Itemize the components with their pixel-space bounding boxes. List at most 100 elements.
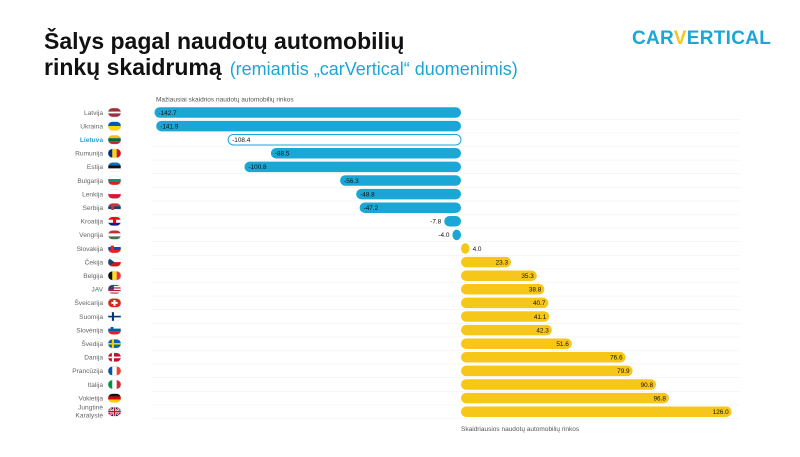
france-flag-icon xyxy=(107,366,122,376)
value-label-kroatija: -7.8 xyxy=(430,219,441,226)
bar-vokietija xyxy=(461,392,669,404)
title-line-1: Šalys pagal naudotų automobilių xyxy=(44,28,405,54)
bar-prancuzija xyxy=(461,365,633,377)
bar-belgija xyxy=(461,270,537,281)
value-label-rumunija: -88.5 xyxy=(275,151,290,158)
bar-cekija xyxy=(461,256,512,268)
serbia-flag-icon xyxy=(107,202,122,213)
value-label-belgija: 35.3 xyxy=(521,273,534,280)
value-label-suomija: 41.1 xyxy=(534,314,547,321)
title-line-2: rinkų skaidrumą xyxy=(44,54,222,80)
bar-suomija xyxy=(461,311,550,322)
bar-lenkija xyxy=(356,188,461,200)
finland-flag-icon xyxy=(107,311,122,322)
top-annotation: Mažiausiai skaidrios naudotų automobilių… xyxy=(156,97,294,104)
value-label-latvija: -142.7 xyxy=(158,110,177,117)
lithuania-flag-icon xyxy=(107,134,122,145)
value-label-svedija: 51.6 xyxy=(556,341,569,348)
country-label-estija: Estija xyxy=(87,164,103,171)
bar-slovenija xyxy=(461,324,552,336)
belgium-flag-icon xyxy=(107,271,122,281)
value-label-prancuzija: 79.9 xyxy=(617,368,630,375)
country-label-vengrija: Vengrija xyxy=(79,232,103,239)
estonia-flag-icon xyxy=(107,162,122,172)
value-label-danija: 76.6 xyxy=(610,355,623,362)
country-label-rumunija: Rumunija xyxy=(75,151,103,158)
slovakia-flag-icon xyxy=(107,243,122,254)
country-label-suomija: Suomija xyxy=(79,314,103,321)
bar-bulgarija xyxy=(340,175,461,186)
slovenia-flag-icon xyxy=(107,325,122,335)
value-label-vokietija: 96.8 xyxy=(653,395,666,402)
bar-ukraina xyxy=(156,120,462,132)
country-label-belgija: Belgija xyxy=(83,273,103,280)
bar-danija xyxy=(461,352,626,363)
bar-slovakija xyxy=(461,243,470,254)
country-label-svedija: Švedija xyxy=(81,339,103,348)
value-label-vengrija: -4.0 xyxy=(438,232,449,239)
value-label-serbija: -47.2 xyxy=(364,205,379,212)
usa-flag-icon xyxy=(107,284,122,294)
bar-italija xyxy=(461,379,657,390)
bulgaria-flag-icon xyxy=(107,175,122,186)
ukraine-flag-icon xyxy=(107,121,122,131)
country-label-italija: Italija xyxy=(88,382,104,389)
country-label-prancuzija: Prancūzija xyxy=(72,368,103,375)
germany-flag-icon xyxy=(107,393,122,403)
italy-flag-icon xyxy=(107,379,122,390)
bar-jav xyxy=(461,284,545,295)
latvia-flag-icon xyxy=(107,107,122,118)
value-label-ukraina: -141.9 xyxy=(160,123,179,130)
denmark-flag-icon xyxy=(107,352,122,362)
czechia-flag-icon xyxy=(107,257,122,267)
country-label-bulgarija: Bulgarija xyxy=(77,178,103,185)
value-label-sveicarija: 40.7 xyxy=(533,300,546,307)
value-label-bulgarija: -56.3 xyxy=(344,178,359,185)
value-label-estija: -100.8 xyxy=(248,164,267,171)
bar-jungtine-karalyste xyxy=(461,406,732,417)
country-label-latvija: Latvija xyxy=(84,110,103,117)
country-label-jav: JAV xyxy=(91,287,103,294)
chart-title: Šalys pagal naudotų automobilių rinkų sk… xyxy=(44,28,518,82)
bar-lietuva xyxy=(227,133,462,146)
bar-svedija xyxy=(461,338,572,349)
romania-flag-icon xyxy=(107,148,122,159)
chart-subtitle: (remiantis „carVertical“ duomenimis) xyxy=(229,59,518,79)
country-label-sveicarija: Šveicarija xyxy=(74,298,103,307)
value-label-slovakija: 4.0 xyxy=(473,246,482,253)
value-label-lenkija: -48.8 xyxy=(360,191,375,198)
carvertical-logo: CARVERTICAL xyxy=(632,28,772,49)
country-label-serbija: Serbija xyxy=(82,205,103,212)
bar-latvija xyxy=(154,107,461,118)
country-label-ukraina: Ukraina xyxy=(80,123,103,130)
value-label-slovenija: 42.3 xyxy=(536,327,549,334)
sweden-flag-icon xyxy=(107,339,122,349)
country-label-cekija: Čekija xyxy=(85,257,104,266)
bar-rumunija xyxy=(270,148,461,159)
bar-kroatija xyxy=(444,216,461,227)
croatia-flag-icon xyxy=(107,216,122,227)
bar-vengrija xyxy=(452,229,461,241)
value-label-jungtine-karalyste: 126.0 xyxy=(713,409,729,416)
value-label-italija: 90.8 xyxy=(641,382,654,389)
country-label-lietuva: Lietuva xyxy=(80,137,103,144)
country-label-lenkija: Lenkija xyxy=(82,191,103,198)
bottom-annotation: Skaidriausios naudotų automobilių rinkos xyxy=(461,426,580,433)
uk-flag-icon xyxy=(107,407,122,417)
value-label-jav: 38.8 xyxy=(529,287,542,294)
country-label-vokietija: Vokietija xyxy=(78,395,103,402)
country-label-slovenija: Slovėnija xyxy=(76,327,103,334)
country-label-danija: Danija xyxy=(84,355,103,362)
bar-estija xyxy=(244,161,461,173)
country-label-slovakija: Slovakija xyxy=(77,246,104,253)
bar-serbija xyxy=(359,202,461,213)
value-label-lietuva: -108.4 xyxy=(232,137,251,144)
poland-flag-icon xyxy=(107,189,122,199)
value-label-cekija: 23.3 xyxy=(496,259,509,266)
switzerland-flag-icon xyxy=(107,298,122,308)
hungary-flag-icon xyxy=(107,230,122,240)
country-label-kroatija: Kroatija xyxy=(81,219,104,226)
country-label-jungtine-karalyste: Jungtinė Karalystė xyxy=(76,405,104,420)
bar-sveicarija xyxy=(461,297,549,309)
